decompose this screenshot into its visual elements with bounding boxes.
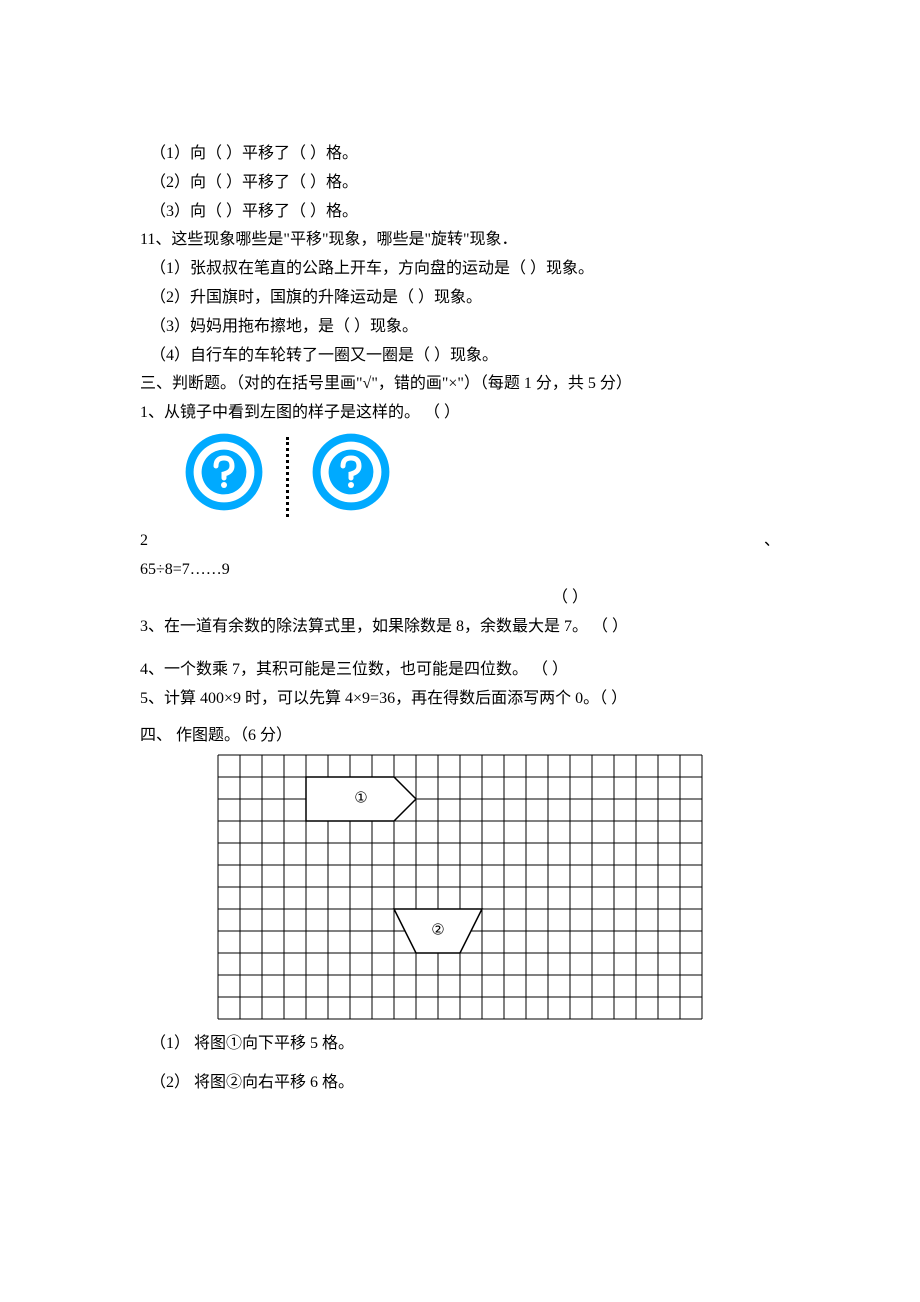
q10-sub2: （2）向（ ）平移了（ ）格。 (140, 169, 780, 198)
q11-sub4: （4）自行车的车轮转了一圈又一圈是（ ）现象。 (140, 342, 780, 371)
section4-sub1: （1） 将图①向下平移 5 格。 (140, 1030, 780, 1059)
mirror-icon-right (311, 432, 391, 523)
section3-q2-paren: （ ） (140, 584, 780, 613)
section3-q2-left: 2 (140, 527, 148, 556)
section3-q5: 5、计算 400×9 时，可以先算 4×9=36，再在得数后面添写两个 0。（ … (140, 685, 780, 714)
mirror-divider (286, 437, 289, 517)
q10-sub1: （1）向（ ）平移了（ ）格。 (140, 140, 780, 169)
section4-title: 四、 作图题。（6 分） (140, 722, 780, 751)
section3-q2-expr: 65÷8=7……9 (140, 556, 780, 585)
q11-sub2: （2）升国旗时，国旗的升降运动是（ ）现象。 (140, 284, 780, 313)
q11-sub3: （3）妈妈用拖布擦地，是（ ）现象。 (140, 313, 780, 342)
section3-q4: 4、一个数乘 7，其积可能是三位数，也可能是四位数。 （ ） (140, 656, 780, 685)
section3-q2-right: 、 (764, 527, 780, 556)
section3-q1: 1、从镜子中看到左图的样子是这样的。 （ ） (140, 399, 780, 428)
spacer-1 (140, 642, 780, 656)
svg-text:①: ① (354, 791, 367, 807)
section3-title: 三、判断题。（对的在括号里画"√"，错的画"×"）（每题 1 分，共 5 分） (140, 370, 780, 399)
section3-q3: 3、在一道有余数的除法算式里，如果除数是 8，余数最大是 7。 （ ） (140, 613, 780, 642)
q11-sub1: （1）张叔叔在笔直的公路上开车，方向盘的运动是（ ）现象。 (140, 255, 780, 284)
q11-stem: 11、这些现象哪些是"平移"现象，哪些是"旋转"现象． (140, 226, 780, 255)
section3-q2-row1: 2 、 (140, 527, 780, 556)
section4-sub2: （2） 将图②向右平移 6 格。 (140, 1069, 780, 1098)
q10-sub3: （3）向（ ）平移了（ ）格。 (140, 198, 780, 227)
grid-figure: ①② (140, 754, 780, 1020)
mirror-icon-left (184, 432, 264, 523)
svg-text:②: ② (431, 923, 444, 939)
mirror-figure-row (140, 432, 780, 523)
